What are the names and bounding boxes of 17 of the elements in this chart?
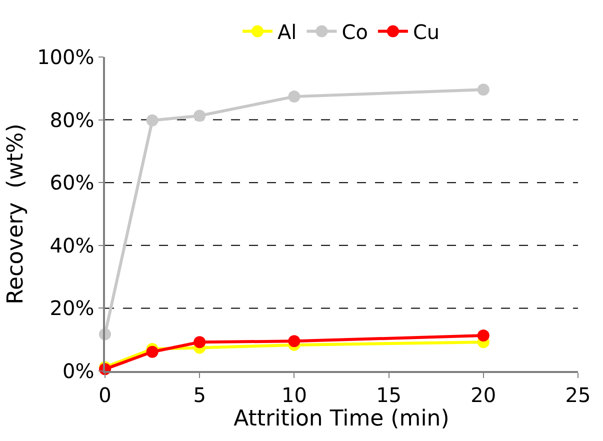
x-tick-label: 25 [565, 382, 591, 407]
legend-label: Cu [412, 20, 440, 44]
x-tick-label: 20 [470, 382, 496, 407]
x-tick-label: 5 [193, 382, 206, 407]
x-tick-label: 10 [281, 382, 307, 407]
y-tick-label: 0% [62, 359, 94, 383]
y-tick-label: 60% [50, 170, 94, 195]
y-tick-label: 80% [50, 108, 94, 132]
x-axis-title: Attrition Time (min) [234, 406, 450, 432]
y-tick-label: 100% [37, 45, 94, 69]
legend-label: Co [342, 20, 368, 44]
legend-label: Al [278, 20, 297, 44]
y-tick-label: 20% [50, 296, 94, 320]
x-tick-label: 15 [376, 382, 402, 407]
y-axis-title: Recovery (wt%) [3, 124, 28, 304]
y-tick-label: 40% [50, 233, 94, 258]
x-tick-label: 0 [98, 382, 112, 407]
